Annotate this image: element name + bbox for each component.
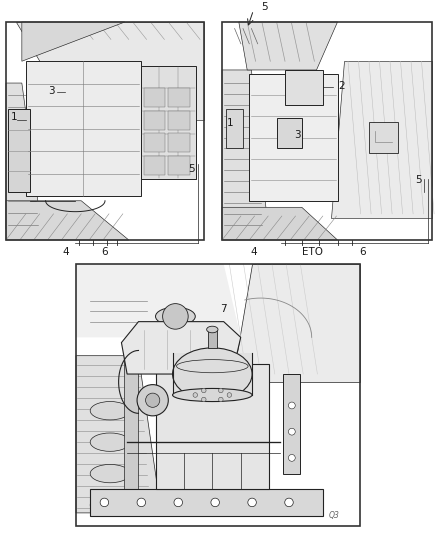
Bar <box>8 109 30 192</box>
Circle shape <box>145 393 160 407</box>
Text: 3: 3 <box>294 131 301 140</box>
Polygon shape <box>222 70 268 229</box>
Text: 6: 6 <box>360 247 366 257</box>
Text: 4: 4 <box>250 247 257 257</box>
Ellipse shape <box>155 307 195 326</box>
Polygon shape <box>76 356 161 513</box>
Bar <box>144 156 166 175</box>
Bar <box>141 66 196 179</box>
Bar <box>76 264 360 526</box>
Text: 3: 3 <box>48 86 55 95</box>
Text: 5: 5 <box>188 164 195 174</box>
Circle shape <box>285 498 293 507</box>
Bar <box>249 74 338 201</box>
Text: 7: 7 <box>220 303 227 313</box>
Bar <box>369 122 399 153</box>
Text: 6: 6 <box>102 247 108 257</box>
Bar <box>208 329 216 348</box>
Bar <box>168 156 190 175</box>
Bar <box>76 264 360 526</box>
Circle shape <box>137 385 168 416</box>
Circle shape <box>201 397 206 402</box>
Bar <box>144 88 166 107</box>
Ellipse shape <box>173 348 252 400</box>
Bar <box>277 118 302 148</box>
Bar <box>26 61 141 196</box>
Circle shape <box>248 498 256 507</box>
Circle shape <box>137 498 145 507</box>
Polygon shape <box>239 22 338 70</box>
Bar <box>173 353 252 395</box>
Circle shape <box>289 402 295 409</box>
Polygon shape <box>6 83 42 229</box>
Text: 1: 1 <box>227 118 234 128</box>
Ellipse shape <box>90 433 130 451</box>
Bar <box>168 133 190 152</box>
Circle shape <box>201 388 206 393</box>
Bar <box>144 133 166 152</box>
Polygon shape <box>16 22 204 120</box>
Bar <box>283 374 300 474</box>
Bar <box>6 22 204 240</box>
Circle shape <box>289 429 295 435</box>
Bar <box>222 22 432 240</box>
Text: 5: 5 <box>261 2 267 12</box>
Ellipse shape <box>90 464 130 483</box>
Circle shape <box>219 388 223 393</box>
Circle shape <box>193 393 198 397</box>
Bar <box>144 111 166 130</box>
Circle shape <box>100 498 109 507</box>
Ellipse shape <box>207 326 218 333</box>
Ellipse shape <box>90 401 130 420</box>
Bar <box>155 364 269 489</box>
Polygon shape <box>222 207 338 240</box>
Bar <box>222 22 432 240</box>
Ellipse shape <box>90 496 130 514</box>
Polygon shape <box>6 201 129 240</box>
Bar <box>168 88 190 107</box>
Ellipse shape <box>173 389 252 401</box>
Circle shape <box>227 393 232 397</box>
Bar <box>168 111 190 130</box>
Text: 2: 2 <box>339 82 345 91</box>
Bar <box>226 109 243 148</box>
Text: Q3: Q3 <box>329 511 340 520</box>
Circle shape <box>289 455 295 461</box>
Text: ETO: ETO <box>302 247 323 257</box>
Bar <box>285 70 323 105</box>
Circle shape <box>162 304 188 329</box>
Text: 1: 1 <box>11 112 17 122</box>
Text: 5: 5 <box>415 175 421 185</box>
Bar <box>6 22 204 240</box>
Circle shape <box>219 397 223 402</box>
Polygon shape <box>232 264 360 382</box>
Polygon shape <box>76 264 241 337</box>
Bar <box>124 356 138 513</box>
Circle shape <box>211 498 219 507</box>
Polygon shape <box>331 61 432 218</box>
Polygon shape <box>121 321 241 374</box>
Circle shape <box>174 498 183 507</box>
Polygon shape <box>22 22 125 61</box>
Text: 4: 4 <box>62 247 69 257</box>
Bar <box>90 489 323 515</box>
